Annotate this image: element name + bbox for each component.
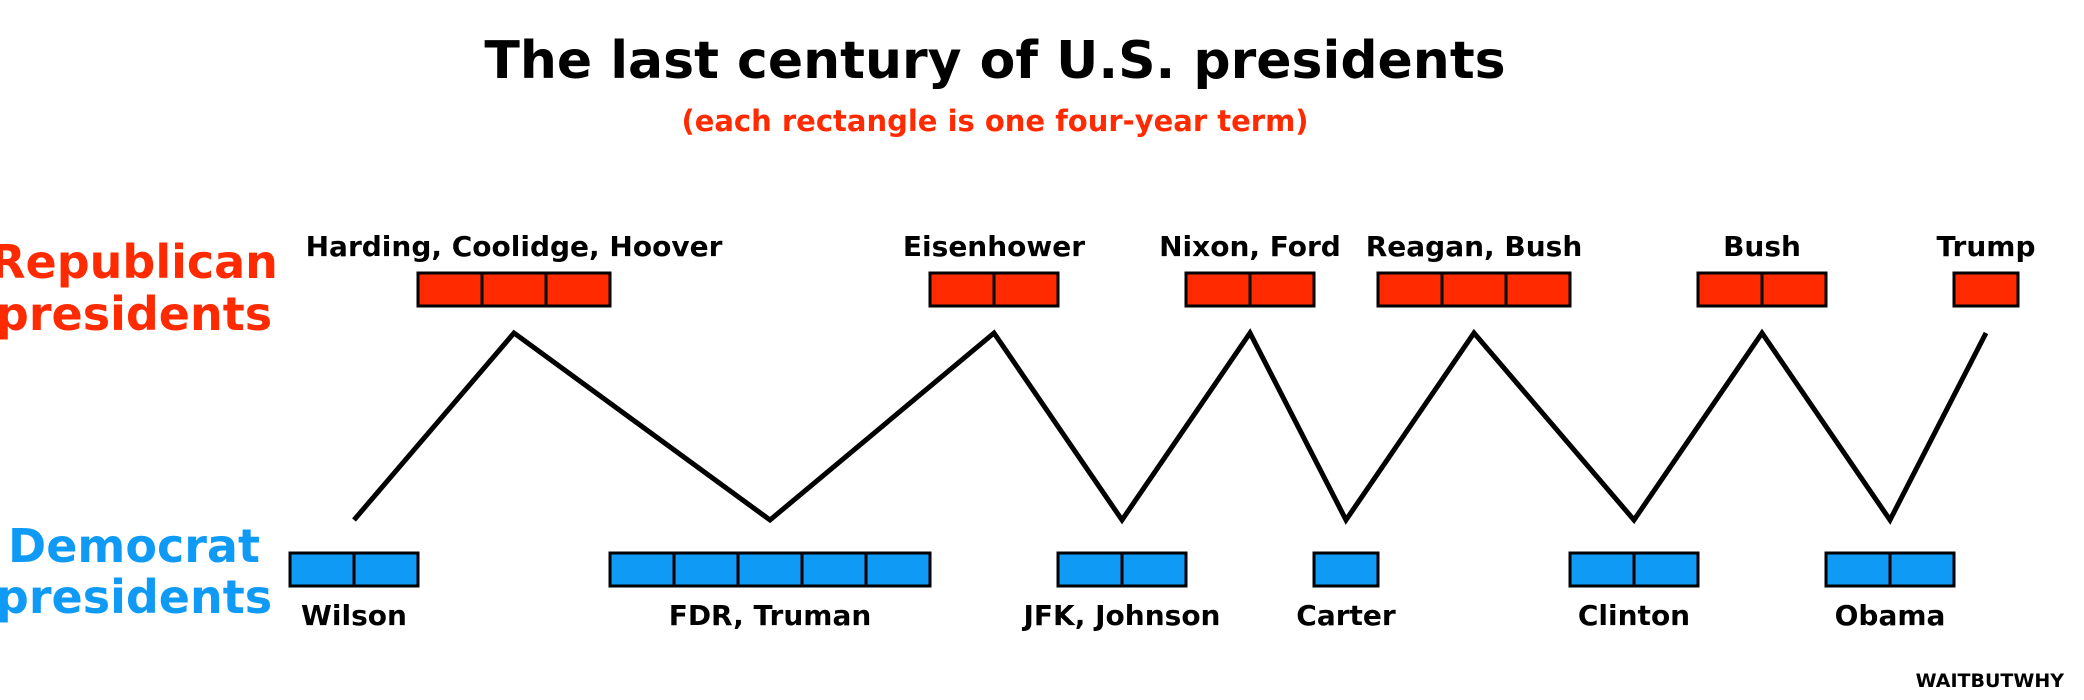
president-label: FDR, Truman	[669, 599, 872, 632]
diagram-subtitle: (each rectangle is one four-year term)	[681, 104, 1308, 138]
republican-term-box	[416, 271, 484, 308]
term-group-eisenhower: Eisenhower	[903, 230, 1085, 308]
term-group-reagan-bush: Reagan, Bush	[1366, 230, 1583, 308]
republican-label-line2: presidents	[0, 287, 272, 341]
democrat-term-box	[352, 551, 420, 588]
zigzag-line	[352, 328, 1989, 525]
republican-term-box	[1952, 271, 2020, 308]
republican-term-box	[928, 271, 996, 308]
democrat-term-box	[1888, 551, 1956, 588]
republican-term-box	[992, 271, 1060, 308]
zigzag-connector	[352, 328, 1989, 525]
term-group-harding-coolidge-hoover: Harding, Coolidge, Hoover	[306, 230, 723, 308]
term-group-carter: Carter	[1296, 551, 1396, 632]
president-label: Trump	[1937, 230, 2036, 263]
democrat-term-box	[288, 551, 356, 588]
watermark-logo: WAITBUTWHY	[1916, 670, 2065, 692]
term-group-bush: Bush	[1696, 230, 1828, 308]
term-group-fdr-truman: FDR, Truman	[608, 551, 932, 632]
president-label: Eisenhower	[903, 230, 1085, 263]
democrat-label-line2: presidents	[0, 570, 272, 624]
democrat-term-box	[672, 551, 740, 588]
president-label: Carter	[1296, 599, 1396, 632]
democrat-term-box	[1120, 551, 1188, 588]
president-label: Bush	[1723, 230, 1801, 263]
term-group-wilson: Wilson	[288, 551, 420, 632]
president-label: Nixon, Ford	[1159, 230, 1341, 263]
democrat-term-box	[608, 551, 676, 588]
republican-term-box	[1696, 271, 1764, 308]
diagram-title: The last century of U.S. presidents	[484, 31, 1505, 91]
term-group-jfk-johnson: JFK, Johnson	[1022, 551, 1221, 632]
term-groups: Wilson Harding, Coolidge, Hoover FDR, Trum…	[288, 230, 2036, 632]
democrat-term-box	[864, 551, 932, 588]
democrat-term-box	[1056, 551, 1124, 588]
republican-term-box	[1184, 271, 1252, 308]
democrat-term-box	[736, 551, 804, 588]
democrat-term-box	[1312, 551, 1380, 588]
republican-term-box	[480, 271, 548, 308]
president-label: Clinton	[1578, 599, 1690, 632]
democrat-term-box	[1632, 551, 1700, 588]
democrat-term-box	[800, 551, 868, 588]
republican-term-box	[1248, 271, 1316, 308]
republican-label-line1: Republican	[0, 235, 278, 289]
president-label: Wilson	[301, 599, 407, 632]
republican-term-box	[544, 271, 612, 308]
democrat-label-line1: Democrat	[8, 519, 260, 573]
president-label: JFK, Johnson	[1022, 599, 1221, 632]
president-label: Reagan, Bush	[1366, 230, 1583, 263]
democrat-term-box	[1568, 551, 1636, 588]
democrat-term-box	[1824, 551, 1892, 588]
republican-term-box	[1440, 271, 1508, 308]
term-group-nixon-ford: Nixon, Ford	[1159, 230, 1341, 308]
term-group-trump: Trump	[1937, 230, 2036, 308]
term-group-clinton: Clinton	[1568, 551, 1700, 632]
republican-term-box	[1760, 271, 1828, 308]
term-group-obama: Obama	[1824, 551, 1956, 632]
republican-term-box	[1376, 271, 1444, 308]
republican-term-box	[1504, 271, 1572, 308]
president-label: Obama	[1835, 599, 1946, 632]
president-label: Harding, Coolidge, Hoover	[306, 230, 723, 263]
